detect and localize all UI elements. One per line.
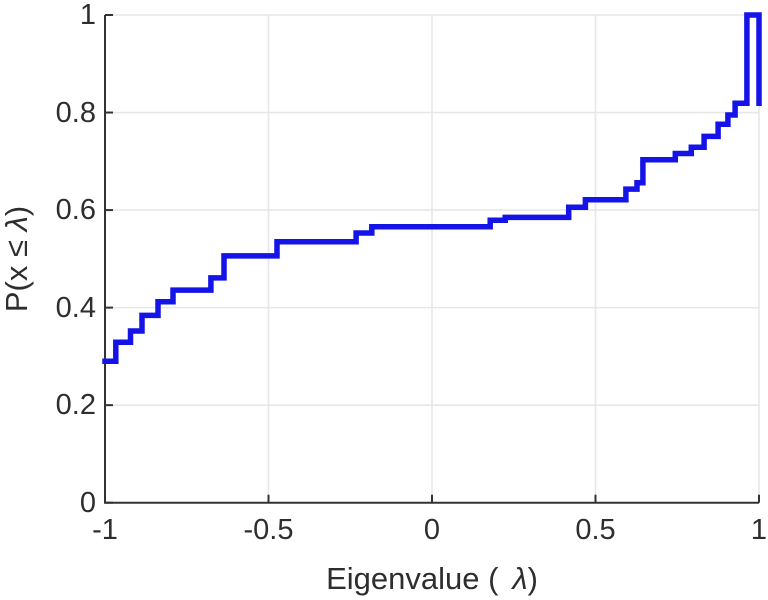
x-tick-label: 1 <box>750 514 768 546</box>
lambda-symbol: λ <box>512 561 528 596</box>
y-tick-label: 1 <box>79 0 96 31</box>
tick-marks <box>104 14 760 504</box>
x-tick-label: 0.5 <box>575 514 616 546</box>
x-tick-label: -0.5 <box>243 514 294 546</box>
y-tick-label: 0.8 <box>55 96 96 129</box>
y-tick-label: 0.4 <box>55 291 96 324</box>
y-tick-label: 0 <box>79 486 96 519</box>
x-axis-label: Eigenvalue ( λ) <box>232 561 632 597</box>
x-tick-label: -1 <box>92 514 118 546</box>
y-axis-label-text: P(x ≤ <box>0 231 34 313</box>
gridlines <box>105 14 760 503</box>
y-tick-label: 0.2 <box>55 389 96 422</box>
x-tick-label: 0 <box>423 514 441 546</box>
ecdf-step-curve <box>102 12 762 365</box>
x-axis-label-text: Eigenvalue ( <box>326 561 499 596</box>
lambda-symbol: λ <box>0 216 34 232</box>
y-tick-label: 0.6 <box>55 194 96 227</box>
y-axis-label: P(x ≤ λ) <box>0 128 39 390</box>
x-axis-label-close: ) <box>527 561 538 596</box>
y-axis-label-close: ) <box>0 205 34 217</box>
